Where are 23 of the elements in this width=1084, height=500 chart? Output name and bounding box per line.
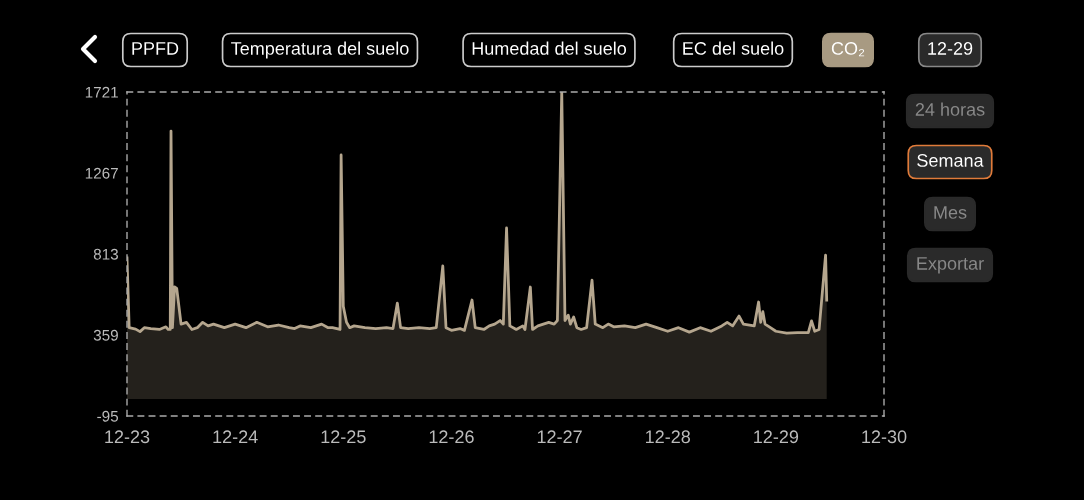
- y-tick-label: -95: [97, 410, 119, 422]
- x-tick-label: 12-28: [646, 430, 691, 444]
- y-tick-label: 1721: [85, 86, 118, 98]
- text: Temperatura del suelo: [231, 41, 409, 59]
- x-tick-label: 12-26: [429, 430, 474, 444]
- text: 12-29: [928, 42, 973, 55]
- x-tick-label: 12-27: [537, 430, 582, 443]
- text: 24 horas: [915, 102, 985, 116]
- text: Humedad del suelo: [472, 41, 627, 55]
- x-tick-label: 12-23: [105, 430, 150, 444]
- x-tick-label: 12-25: [321, 430, 366, 444]
- text: Mes: [934, 206, 967, 219]
- x-tick-label: 12-29: [754, 430, 799, 444]
- text: PPFD: [132, 42, 179, 55]
- text: CO₂: [831, 42, 865, 57]
- y-tick-label: 1267: [85, 167, 118, 179]
- y-tick-label: 813: [93, 248, 118, 260]
- x-tick-label: 12-24: [213, 430, 258, 443]
- y-tick-label: 359: [93, 329, 118, 341]
- x-tick-label: 12-30: [862, 430, 907, 444]
- text: Semana: [917, 154, 984, 167]
- text: Exportar: [917, 257, 984, 274]
- text: EC del suelo: [683, 41, 784, 55]
